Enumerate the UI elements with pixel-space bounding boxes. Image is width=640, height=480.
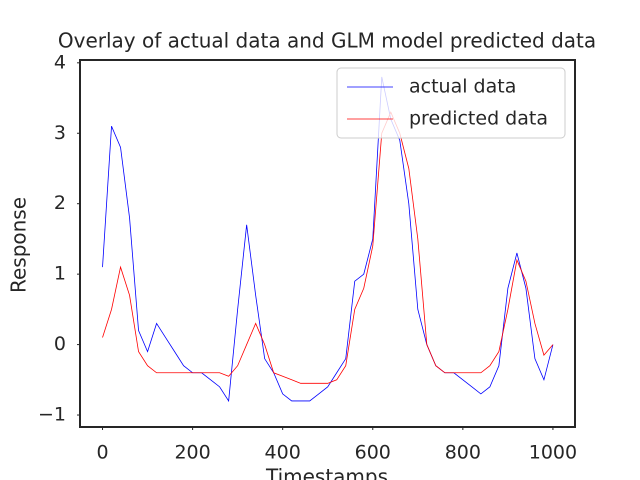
data-line [102, 111, 554, 384]
chart-title: Overlay of actual data and GLM model pre… [58, 29, 596, 53]
y-tick-label: 2 [54, 192, 66, 214]
axes-frame [79, 59, 576, 428]
data-line [102, 76, 554, 403]
plot-area [102, 76, 554, 403]
y-tick-label: 4 [54, 51, 66, 73]
legend: actual data predicted data [336, 67, 566, 139]
y-tick-label: 0 [54, 333, 66, 355]
x-tick-label: 400 [265, 442, 301, 464]
x-tick-label: 0 [96, 442, 108, 464]
legend-box [336, 67, 566, 139]
x-tick-label: 600 [355, 442, 391, 464]
x-tick-label: 200 [174, 442, 210, 464]
y-tick-label: 1 [54, 263, 66, 285]
legend-label: predicted data [409, 108, 548, 130]
y-axis-label: Response [7, 197, 31, 293]
legend-label: actual data [409, 76, 516, 98]
y-tick-label: 3 [54, 122, 66, 144]
x-axis-label: Timestamps [265, 465, 388, 480]
y-tick-label: −1 [38, 404, 66, 426]
x-tick-label: 1000 [529, 442, 577, 464]
x-tick-label: 800 [445, 442, 481, 464]
